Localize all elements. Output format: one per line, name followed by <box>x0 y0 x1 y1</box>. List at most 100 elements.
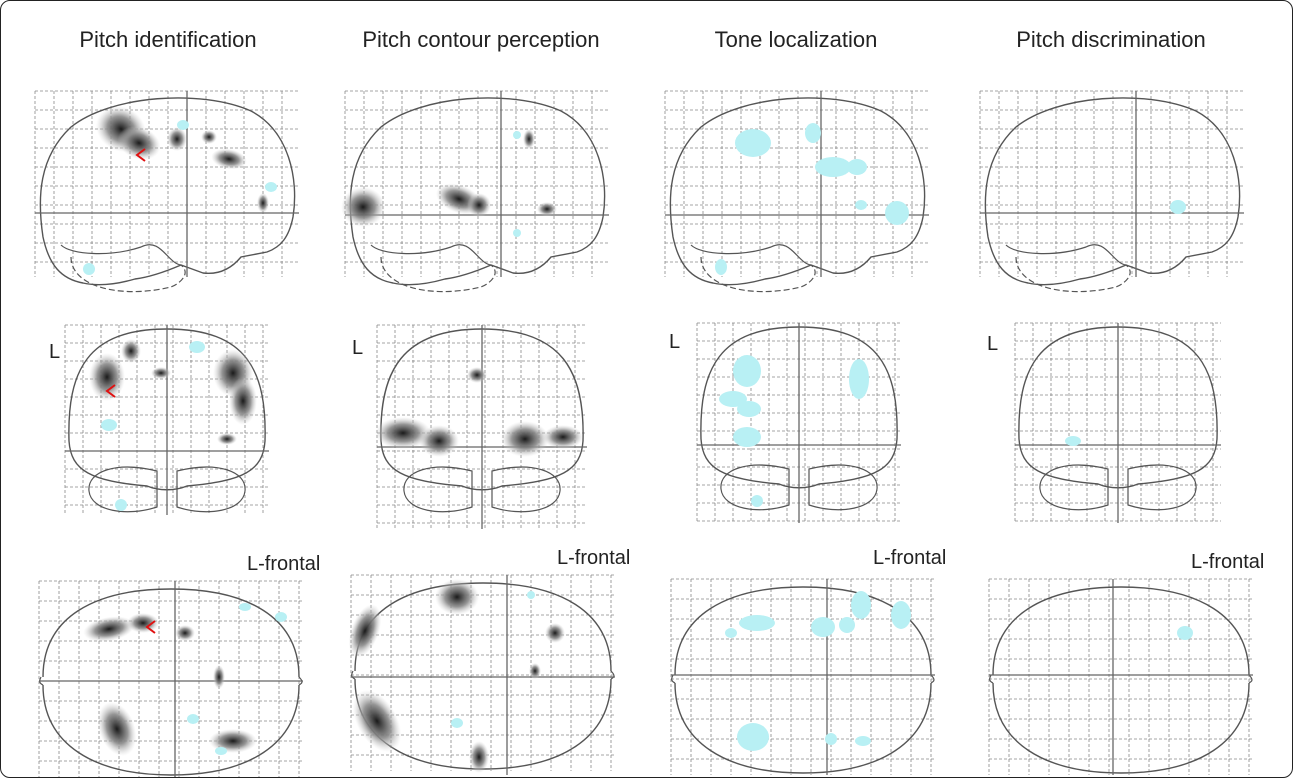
brain-outline <box>39 97 296 286</box>
deactivation-cluster <box>751 495 763 507</box>
coronal-panel-pitch-identification <box>61 321 273 521</box>
activation-cluster <box>229 377 257 425</box>
deactivation-cluster <box>891 601 911 629</box>
deactivation-cluster <box>811 617 835 637</box>
brain-outline-top <box>992 586 1250 676</box>
activation-cluster <box>211 148 247 170</box>
cerebellum-outline <box>690 244 812 266</box>
deactivation-cluster <box>719 391 747 407</box>
deactivation-cluster <box>725 628 737 638</box>
deactivation-cluster <box>855 736 871 746</box>
brainstem-outline <box>70 256 186 293</box>
deactivation-cluster <box>189 341 205 353</box>
maximum-marker <box>105 384 116 398</box>
cerebellum-right-outline <box>491 466 561 513</box>
sagittal-panel-tone-localization <box>661 87 933 305</box>
deactivation-cluster <box>825 733 837 745</box>
activation-cluster <box>467 367 487 383</box>
activation-cluster <box>545 623 565 643</box>
activation-cluster <box>375 417 431 449</box>
cerebellum-left-outline <box>403 466 473 513</box>
cerebellum-right-outline <box>176 466 246 513</box>
brain-outline-top <box>674 586 932 676</box>
activation-cluster <box>435 579 479 615</box>
brain-outline-bottom <box>992 682 1250 774</box>
maximum-marker <box>135 148 146 162</box>
deactivation-cluster <box>855 200 867 210</box>
activation-cluster <box>89 353 125 401</box>
deactivation-cluster <box>275 612 287 622</box>
brain-outline <box>984 97 1241 286</box>
brain-outline <box>669 97 926 286</box>
brain-outline-top <box>42 588 300 678</box>
deactivation-cluster <box>527 591 535 599</box>
sagittal-panel-pitch-contour-perception <box>341 87 613 305</box>
deactivation-cluster <box>451 718 463 728</box>
brain-outline <box>349 97 606 286</box>
hemisphere-label-left: L <box>352 337 364 359</box>
activation-cluster <box>419 425 459 457</box>
deactivation-cluster <box>101 419 117 431</box>
deactivation-cluster <box>239 603 251 611</box>
deactivation-cluster <box>847 159 867 175</box>
deactivation-cluster <box>885 201 909 225</box>
deactivation-cluster <box>1170 200 1186 214</box>
deactivation-cluster <box>733 427 761 447</box>
brain-outline-bottom <box>674 682 932 774</box>
column-title-pitch-discrimination: Pitch discrimination <box>1016 27 1206 52</box>
activation-cluster <box>201 130 217 144</box>
activation-cluster <box>83 616 135 642</box>
deactivation-cluster <box>187 714 199 724</box>
activation-cluster <box>469 741 489 773</box>
activation-cluster <box>529 663 541 679</box>
activation-cluster <box>175 625 195 641</box>
deactivation-cluster <box>513 229 521 237</box>
deactivation-cluster <box>735 129 771 157</box>
deactivation-cluster <box>815 157 851 177</box>
cerebellum-outline <box>60 244 182 266</box>
activation-cluster <box>341 187 385 227</box>
axial-panel-pitch-contour-perception <box>347 571 619 777</box>
deactivation-cluster <box>1065 436 1081 446</box>
activation-cluster <box>501 421 549 457</box>
activation-cluster <box>151 367 171 379</box>
activation-cluster <box>121 339 141 363</box>
brainstem-outline <box>1015 256 1131 293</box>
activation-cluster <box>257 193 269 213</box>
activation-cluster <box>213 665 225 689</box>
deactivation-cluster <box>1177 626 1193 640</box>
column-title-pitch-contour-perception: Pitch contour perception <box>362 27 600 52</box>
maximum-marker <box>145 620 156 634</box>
activation-cluster <box>217 433 237 445</box>
cerebellum-right-outline <box>1127 464 1197 511</box>
temporal-notch <box>989 674 1253 684</box>
cerebellum-outline <box>370 244 492 266</box>
axial-panel-tone-localization <box>667 575 939 777</box>
cerebellum-right-outline <box>808 464 878 511</box>
deactivation-cluster <box>737 723 769 751</box>
deactivation-cluster <box>177 120 189 130</box>
deactivation-cluster <box>115 499 127 511</box>
cerebellum-left-outline <box>720 464 790 511</box>
coronal-panel-pitch-discrimination <box>1011 319 1225 529</box>
brainstem-outline <box>380 256 496 293</box>
view-label-l-frontal: L-frontal <box>1191 551 1265 573</box>
activation-cluster <box>127 613 159 633</box>
sagittal-panel-pitch-identification <box>31 87 303 305</box>
hemisphere-label-left: L <box>49 341 61 363</box>
brain-outline-top <box>354 582 612 672</box>
view-label-l-frontal: L-frontal <box>247 553 321 575</box>
deactivation-cluster <box>715 259 727 275</box>
view-label-l-frontal: L-frontal <box>557 547 631 569</box>
activation-cluster <box>167 127 187 151</box>
hemisphere-label-left: L <box>987 333 999 355</box>
activation-cluster <box>348 604 382 658</box>
activation-cluster <box>97 701 137 757</box>
deactivation-cluster <box>737 401 761 417</box>
coronal-panel-pitch-contour-perception <box>373 321 591 535</box>
temporal-notch <box>671 674 935 684</box>
activation-cluster <box>537 202 557 216</box>
deactivation-cluster <box>215 747 227 755</box>
brainstem-outline <box>700 256 816 293</box>
